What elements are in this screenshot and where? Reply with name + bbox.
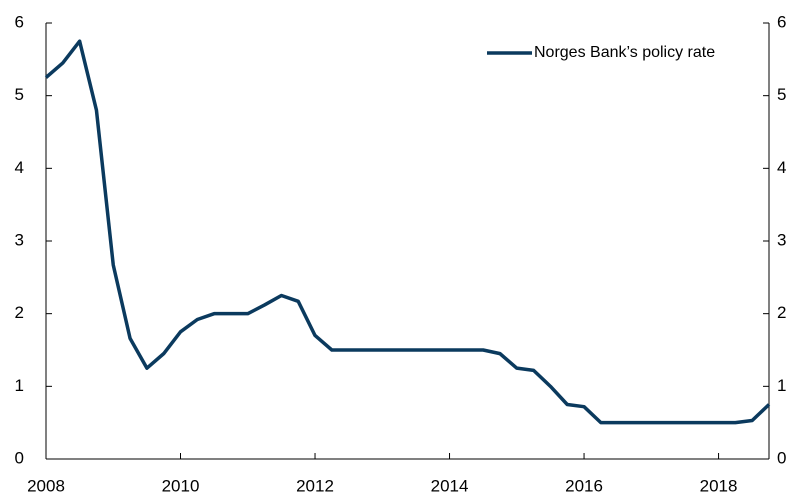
- y-tick-label: 2: [15, 303, 24, 322]
- x-tick-label: 2016: [565, 476, 603, 495]
- y2-tick-label: 5: [777, 85, 786, 104]
- y2-tick-label: 4: [777, 158, 786, 177]
- y-tick-label: 6: [15, 12, 24, 31]
- y-tick-label: 1: [15, 376, 24, 395]
- y2-tick-label: 1: [777, 376, 786, 395]
- x-tick-label: 2014: [431, 476, 469, 495]
- y2-tick-label: 0: [777, 448, 786, 467]
- x-tick-label: 2010: [162, 476, 200, 495]
- y2-tick-label: 3: [777, 230, 786, 249]
- x-tick-label: 2012: [296, 476, 334, 495]
- y-tick-label: 0: [15, 448, 24, 467]
- y-tick-label: 3: [15, 230, 24, 249]
- y-tick-label: 5: [15, 85, 24, 104]
- x-tick-label: 2008: [27, 476, 65, 495]
- y-tick-label: 4: [15, 158, 24, 177]
- y2-tick-label: 6: [777, 12, 786, 31]
- legend-label: Norges Bank’s policy rate: [534, 44, 715, 61]
- series-line: [44, 39, 771, 425]
- y2-tick-label: 2: [777, 303, 786, 322]
- x-tick-label: 2018: [700, 476, 738, 495]
